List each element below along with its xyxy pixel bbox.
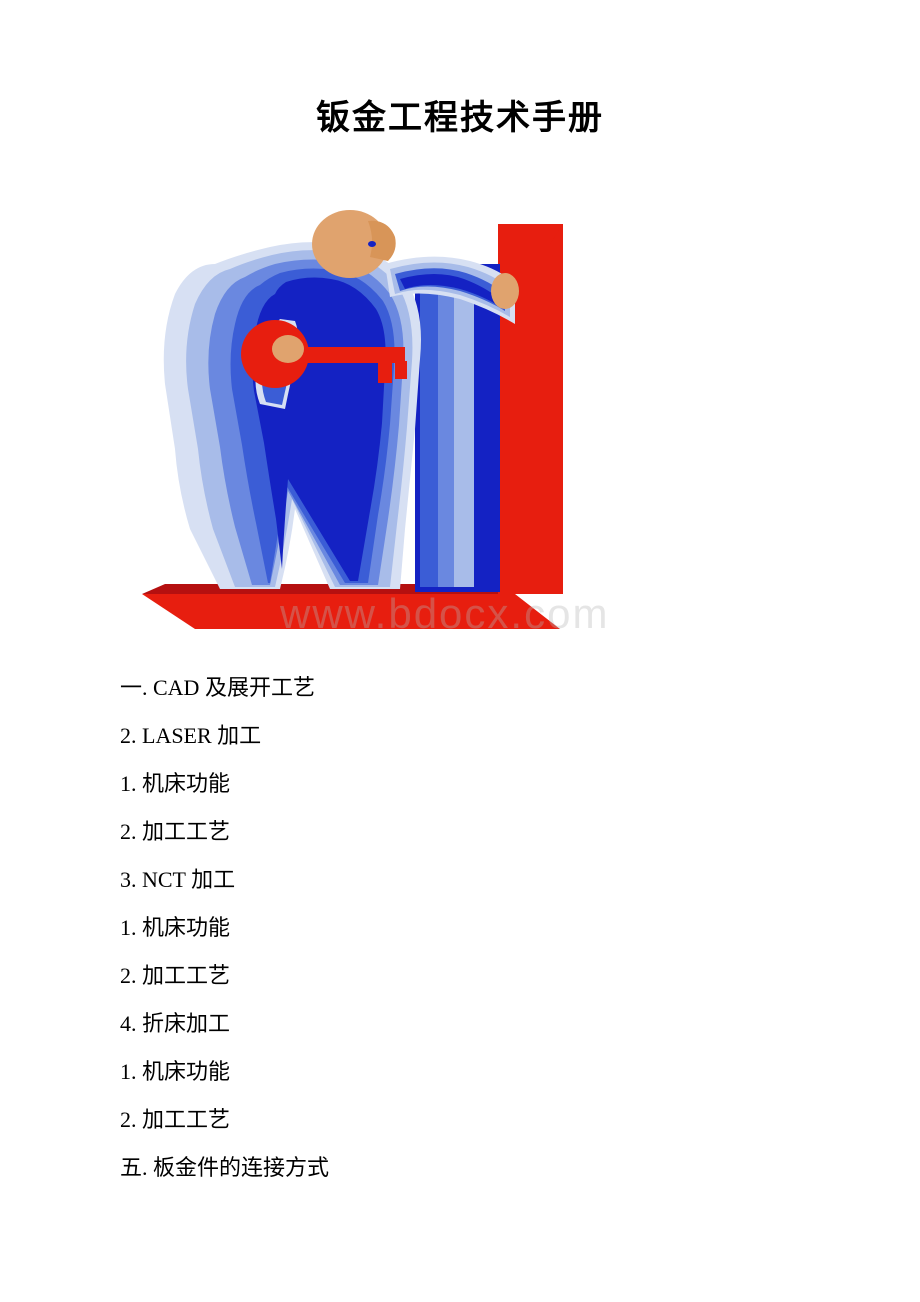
toc-item: 4. 折床加工 [120,1000,800,1048]
toc-item: 2. 加工工艺 [120,952,800,1000]
toc-item: 1. 机床功能 [120,760,800,808]
toc-item: 2. LASER 加工 [120,712,800,760]
person-key-illustration [120,189,580,634]
toc-item: 3. NCT 加工 [120,856,800,904]
table-of-contents: 一. CAD 及展开工艺 2. LASER 加工 1. 机床功能 2. 加工工艺… [120,664,800,1192]
toc-item: 1. 机床功能 [120,904,800,952]
toc-item: 一. CAD 及展开工艺 [120,664,800,712]
toc-item: 五. 板金件的连接方式 [120,1144,800,1192]
toc-item: 1. 机床功能 [120,1048,800,1096]
toc-item: 2. 加工工艺 [120,1096,800,1144]
toc-item: 2. 加工工艺 [120,808,800,856]
page-title: 钣金工程技术手册 [120,90,800,139]
